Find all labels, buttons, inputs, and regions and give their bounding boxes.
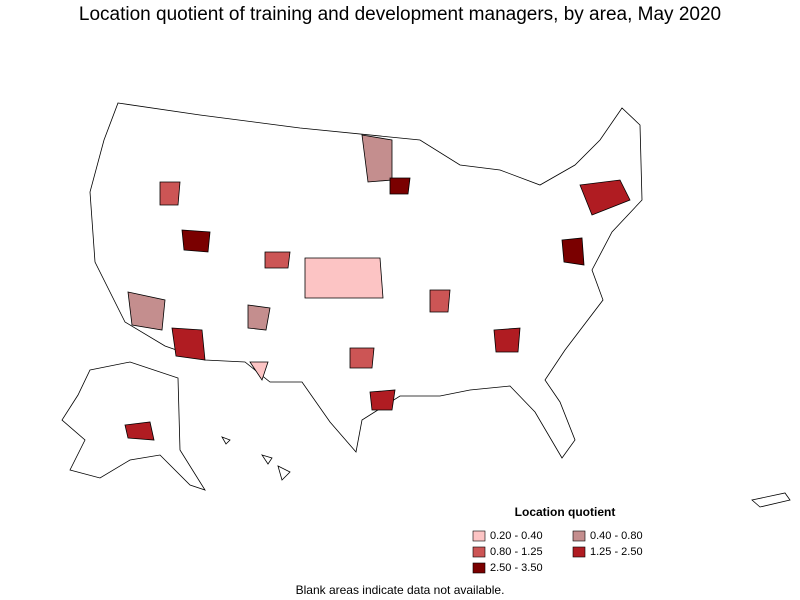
note: Blank areas indicate data not available.	[296, 583, 505, 597]
legend-swatch	[572, 546, 586, 558]
area	[264, 251, 291, 269]
hawaii	[221, 436, 291, 481]
area	[249, 361, 269, 381]
legend-swatch	[572, 530, 586, 542]
legend-label: 0.80 - 1.25	[490, 546, 543, 558]
area	[579, 179, 631, 216]
area	[181, 229, 211, 253]
area	[127, 291, 166, 331]
map-title: Location quotient of training and develo…	[79, 4, 721, 25]
legend-swatch	[472, 546, 486, 558]
us-map	[61, 102, 791, 508]
legend-title: Location quotient	[515, 505, 616, 519]
area	[389, 177, 411, 195]
area	[247, 304, 271, 331]
area	[493, 327, 521, 353]
area	[304, 257, 384, 299]
area	[429, 289, 451, 313]
legend-label: 1.25 - 2.50	[590, 546, 643, 558]
area	[349, 347, 375, 369]
legend-label: 2.50 - 3.50	[490, 562, 543, 574]
legend-swatch	[472, 562, 486, 574]
area	[369, 389, 396, 411]
area	[124, 421, 155, 441]
legend-swatch	[472, 530, 486, 542]
puerto-rico	[751, 492, 791, 508]
legend: 0.20 - 0.40 0.40 - 0.80 0.80 - 1.25 1.25 - …	[472, 530, 643, 574]
area	[171, 327, 206, 361]
legend-label: 0.20 - 0.40	[490, 530, 543, 542]
area	[561, 237, 585, 266]
area	[159, 181, 181, 206]
legend-label: 0.40 - 0.80	[590, 530, 643, 542]
